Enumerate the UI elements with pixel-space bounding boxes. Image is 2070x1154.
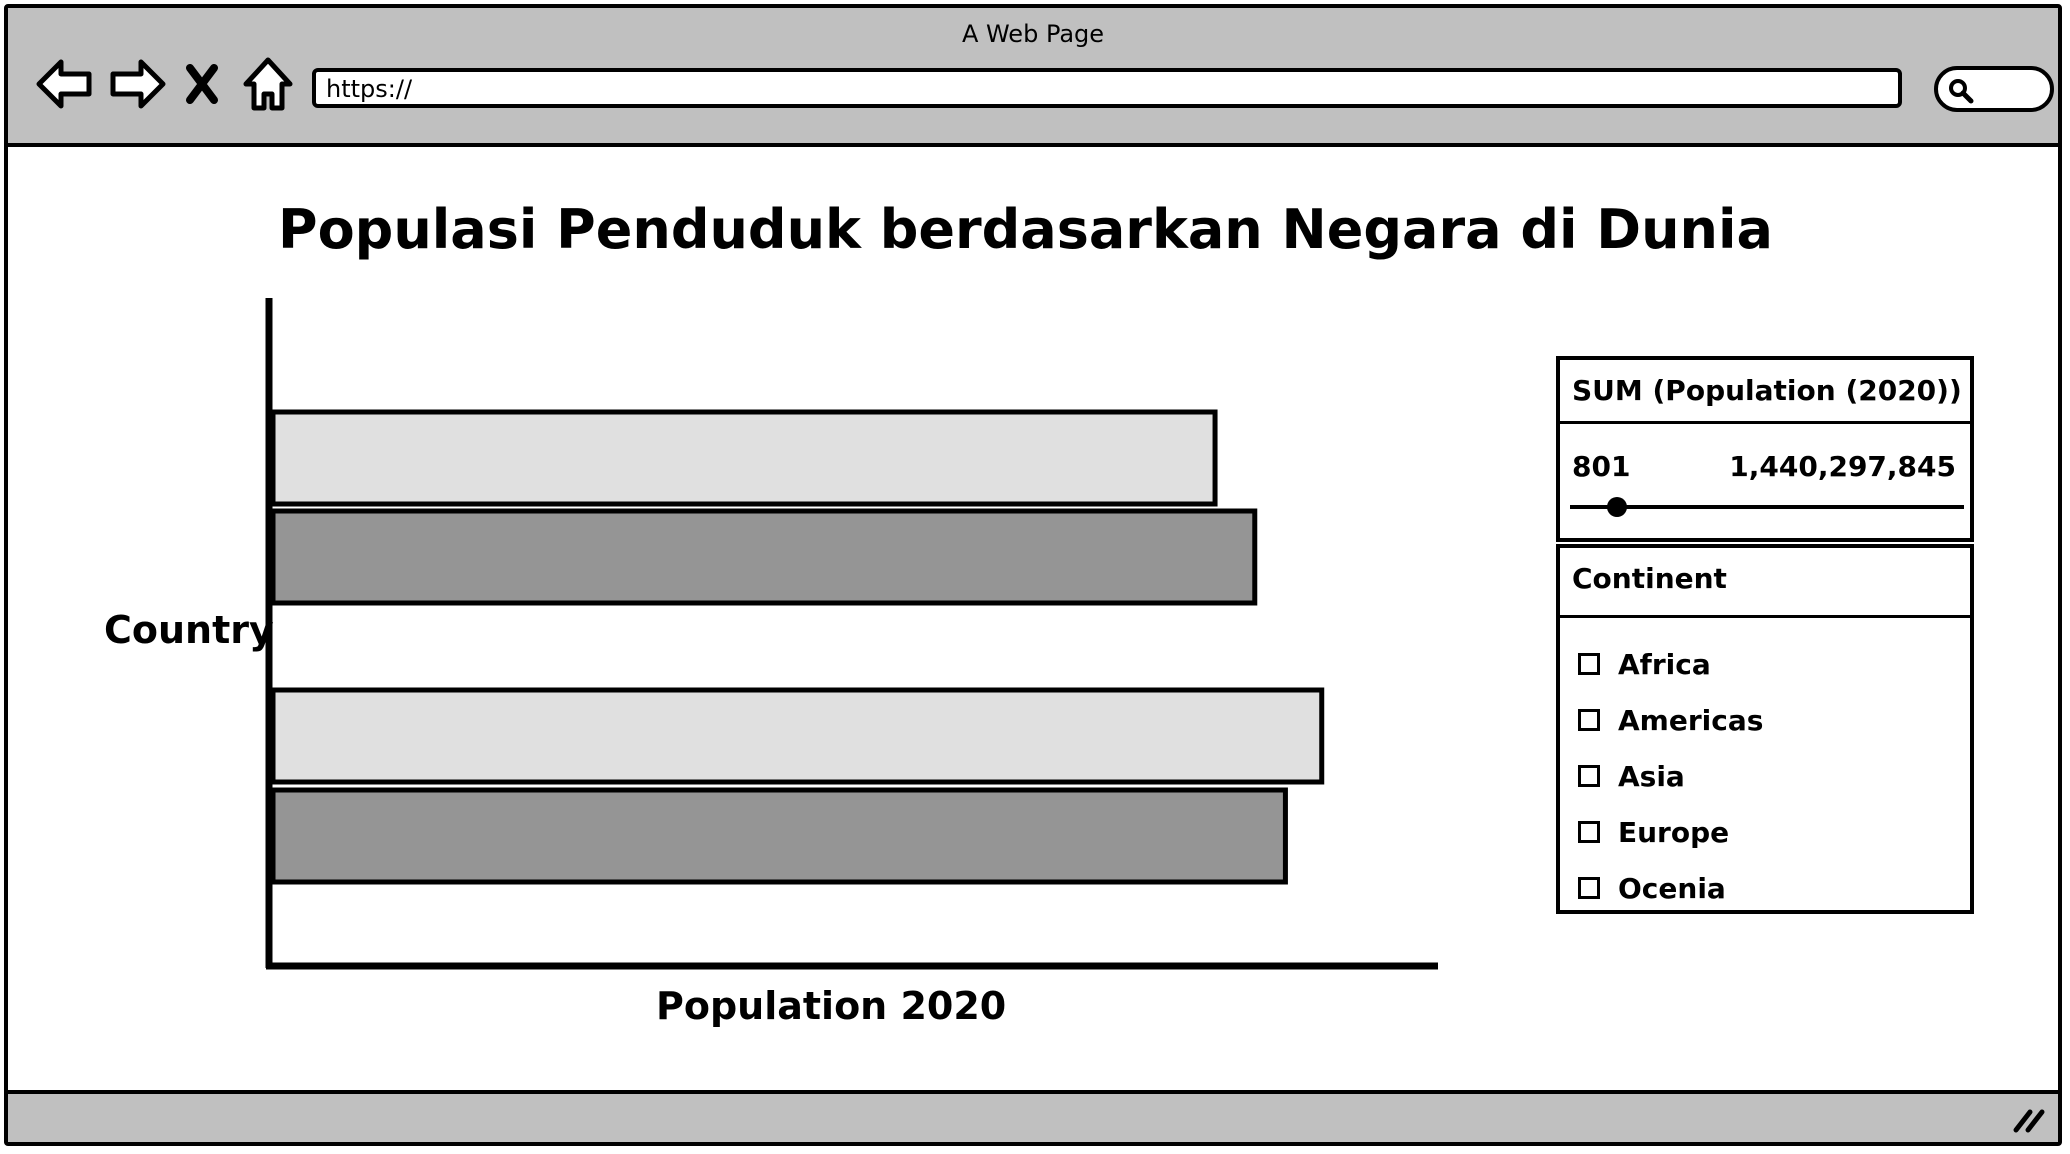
range-min-label: 801 [1572, 450, 1631, 483]
address-bar[interactable]: https:// [312, 68, 1902, 108]
range-max-label: 1,440,297,845 [1729, 450, 1956, 483]
bar-3[interactable] [270, 687, 1325, 785]
checkbox-box[interactable] [1578, 709, 1600, 731]
checkbox-europe[interactable]: Europe [1560, 804, 1970, 860]
continent-checkbox-list: Africa Americas Asia Europe Ocenia [1560, 618, 1970, 916]
status-bar [8, 1090, 2058, 1142]
close-x-icon [186, 64, 218, 104]
checkbox-ocenia[interactable]: Ocenia [1560, 860, 1970, 916]
forward-button[interactable] [106, 52, 170, 116]
range-slider-track[interactable] [1570, 505, 1964, 509]
checkbox-americas[interactable]: Americas [1560, 692, 1970, 748]
bar-4[interactable] [270, 787, 1288, 885]
checkbox-label: Asia [1618, 759, 1685, 793]
checkbox-africa[interactable]: Africa [1560, 636, 1970, 692]
range-slider-handle[interactable] [1607, 497, 1628, 517]
window-title: A Web Page [961, 20, 1105, 48]
home-icon [243, 57, 293, 111]
checkbox-box[interactable] [1578, 821, 1600, 843]
bar-1[interactable] [270, 409, 1218, 507]
checkbox-box[interactable] [1578, 765, 1600, 787]
continent-filter-header: Continent [1560, 548, 1970, 618]
checkbox-box[interactable] [1578, 653, 1600, 675]
resize-grip-icon[interactable] [2012, 1106, 2046, 1134]
y-axis-label: Country [104, 608, 274, 652]
checkbox-label: Africa [1618, 647, 1711, 681]
home-button[interactable] [236, 52, 300, 116]
stop-button[interactable] [178, 52, 226, 116]
back-arrow-icon [36, 59, 92, 109]
x-axis-label: Population 2020 [656, 984, 1007, 1028]
search-field[interactable] [1934, 66, 2054, 112]
browser-toolbar: A Web Page https:// [8, 8, 2058, 147]
checkbox-label: Ocenia [1618, 871, 1726, 905]
back-button[interactable] [32, 52, 96, 116]
population-bar-chart [265, 298, 1438, 970]
browser-window: A Web Page https:// [4, 4, 2062, 1146]
bar-2[interactable] [270, 508, 1258, 606]
checkbox-label: Europe [1618, 815, 1730, 849]
page-title: Populasi Penduduk berdasarkan Negara di … [278, 198, 1773, 261]
forward-arrow-icon [110, 59, 166, 109]
range-filter-header: SUM (Population (2020)) [1560, 360, 1970, 424]
checkbox-label: Americas [1618, 703, 1764, 737]
continent-filter: Continent Africa Americas Asia Europe Oc… [1556, 544, 1974, 914]
checkbox-asia[interactable]: Asia [1560, 748, 1970, 804]
search-icon [1949, 79, 1974, 104]
population-range-filter: SUM (Population (2020)) 801 1,440,297,84… [1556, 356, 1974, 542]
checkbox-box[interactable] [1578, 877, 1600, 899]
